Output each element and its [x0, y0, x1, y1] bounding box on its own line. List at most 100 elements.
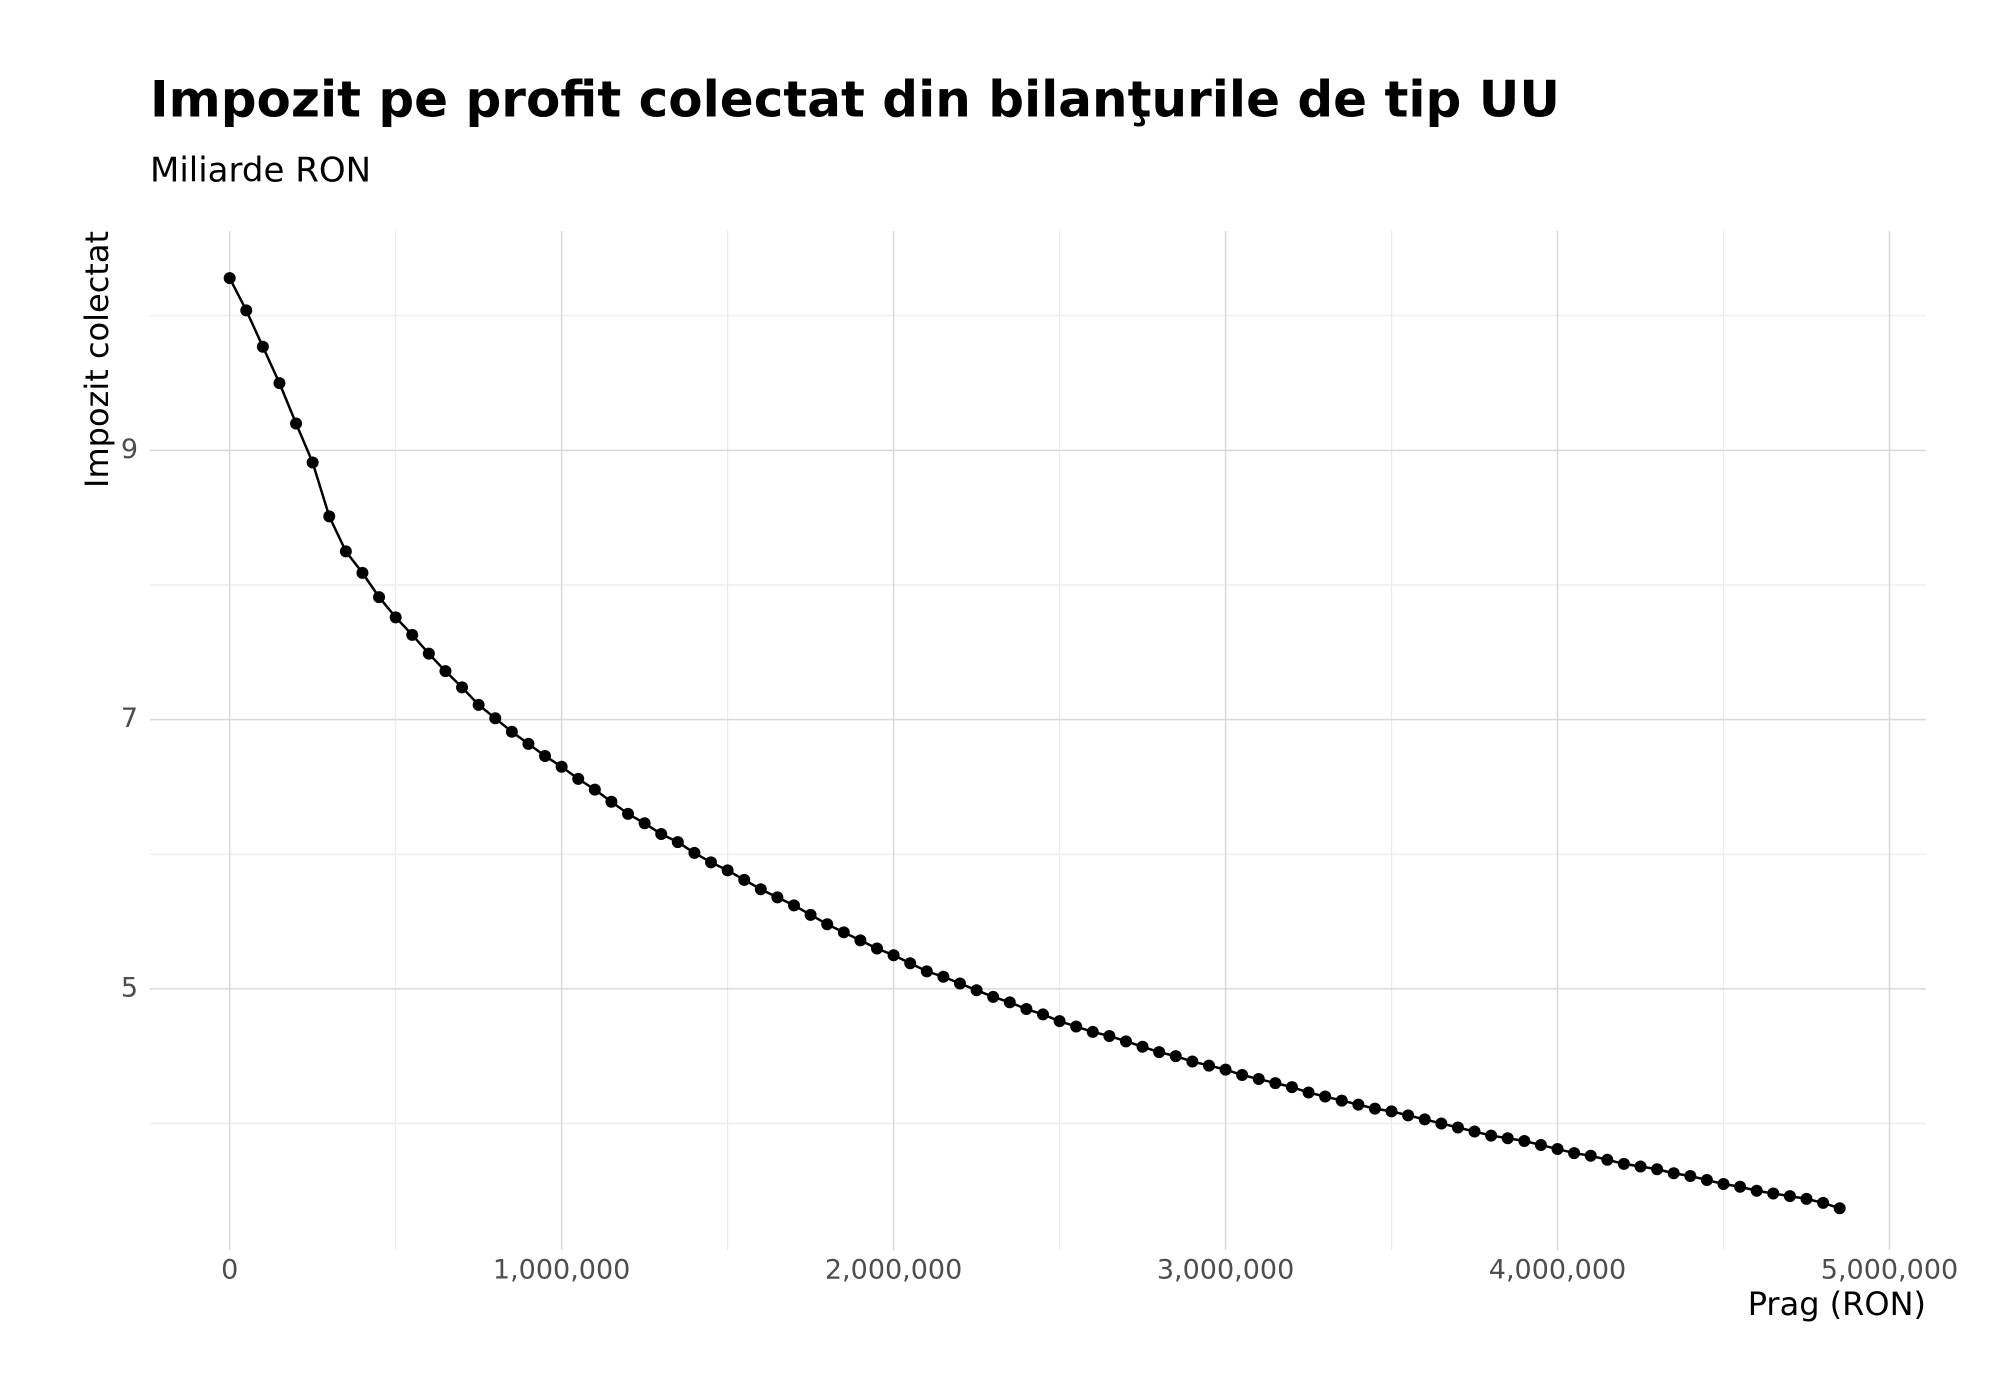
x-tick-label: 3,000,000 [1157, 1255, 1294, 1286]
point [688, 846, 701, 859]
point [290, 417, 303, 430]
point [638, 817, 651, 830]
point [1750, 1184, 1763, 1197]
point [721, 864, 734, 877]
point [1518, 1134, 1531, 1147]
line [228, 277, 1841, 1210]
point [1169, 1050, 1182, 1063]
point [522, 737, 535, 750]
point [605, 795, 618, 808]
point [1634, 1160, 1647, 1173]
point [323, 510, 336, 523]
y-tick-label: 5 [121, 972, 138, 1003]
point [1368, 1102, 1381, 1115]
point [1236, 1069, 1249, 1082]
point [821, 918, 834, 931]
point [788, 899, 801, 912]
x-tick-label: 2,000,000 [825, 1255, 962, 1286]
point [256, 340, 269, 353]
point [1485, 1129, 1498, 1142]
point [1070, 1020, 1083, 1033]
point [1086, 1025, 1099, 1038]
point [1103, 1029, 1116, 1042]
point [1684, 1169, 1697, 1182]
point [987, 990, 1000, 1003]
point [1219, 1063, 1232, 1076]
x-tick-label: 1,000,000 [493, 1255, 630, 1286]
chart-subtitle: Miliarde RON [150, 151, 371, 191]
point [1252, 1073, 1265, 1086]
point [1468, 1125, 1481, 1138]
point [1319, 1090, 1332, 1103]
point [356, 566, 369, 579]
point [937, 970, 950, 983]
point [1418, 1113, 1431, 1126]
point [1601, 1153, 1614, 1166]
point [655, 828, 668, 841]
point [1501, 1132, 1514, 1145]
point [1451, 1121, 1464, 1134]
point [273, 377, 286, 390]
point [870, 942, 883, 955]
point [1136, 1040, 1149, 1053]
point [1833, 1202, 1846, 1215]
y-tick-label: 9 [121, 434, 138, 465]
point [804, 908, 817, 921]
grid [150, 231, 1926, 1250]
point [904, 957, 917, 970]
point [771, 891, 784, 904]
point [1800, 1192, 1813, 1205]
point [1534, 1139, 1547, 1152]
plot-area [223, 272, 1846, 1215]
point [1020, 1003, 1033, 1016]
point [1285, 1081, 1298, 1094]
point [588, 783, 601, 796]
point [1003, 996, 1016, 1009]
point [754, 883, 767, 896]
point [738, 873, 751, 886]
point [705, 856, 718, 869]
point [505, 725, 518, 738]
point [1783, 1190, 1796, 1203]
x-tick-label: 4,000,000 [1489, 1255, 1626, 1286]
point [406, 628, 419, 641]
point [1700, 1174, 1713, 1187]
point [339, 545, 352, 558]
point [1584, 1149, 1597, 1162]
point [1817, 1196, 1830, 1209]
point [1153, 1046, 1166, 1059]
point [1269, 1077, 1282, 1090]
point [1186, 1055, 1199, 1068]
point [920, 965, 933, 978]
y-axis-title: Impozit colectat [78, 231, 116, 488]
point [837, 926, 850, 939]
x-axis-title: Prag (RON) [1748, 1285, 1926, 1323]
x-tick-label: 0 [221, 1255, 238, 1286]
point [1402, 1109, 1415, 1122]
point [1053, 1015, 1066, 1028]
point [953, 977, 966, 990]
point [1767, 1187, 1780, 1200]
point [489, 712, 502, 725]
x-tick-label: 5,000,000 [1821, 1255, 1958, 1286]
point [622, 807, 635, 820]
point [1435, 1117, 1448, 1130]
point [1667, 1167, 1680, 1180]
point [1302, 1086, 1315, 1099]
point [1202, 1059, 1215, 1072]
point [1734, 1180, 1747, 1193]
point [1717, 1178, 1730, 1191]
point [1651, 1163, 1664, 1176]
point [1119, 1035, 1132, 1048]
point [1551, 1143, 1564, 1156]
point [472, 698, 485, 711]
point [389, 611, 402, 624]
point [439, 665, 452, 678]
point [373, 591, 386, 604]
point [240, 304, 253, 317]
point [1568, 1147, 1581, 1160]
point [456, 681, 469, 694]
y-tick-label: 7 [121, 703, 138, 734]
